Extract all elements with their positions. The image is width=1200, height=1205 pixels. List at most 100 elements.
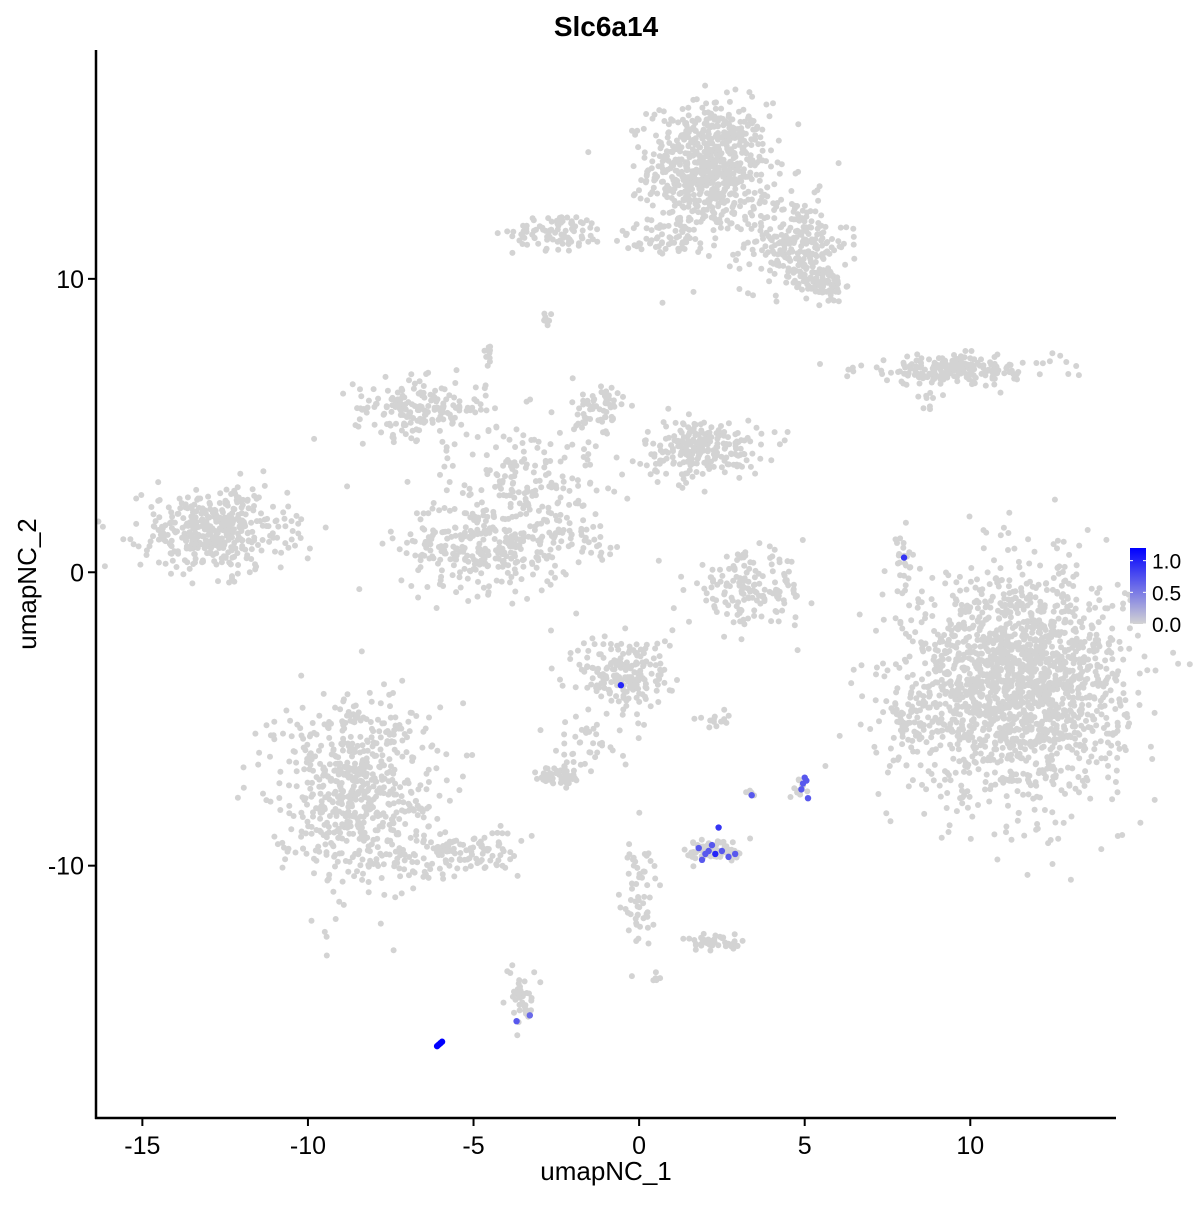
cell-point [573, 214, 580, 221]
cell-point [620, 393, 626, 400]
cell-point [685, 134, 692, 141]
cell-point [1023, 618, 1030, 625]
cell-point [831, 247, 838, 254]
cell-point [449, 462, 456, 469]
cell-point [706, 202, 713, 209]
cell-point [1186, 661, 1193, 668]
cell-point [1112, 779, 1119, 785]
cell-point [643, 462, 650, 469]
cell-point [723, 89, 730, 96]
cell-point [745, 595, 752, 602]
cell-point [873, 627, 879, 634]
cell-point [1106, 750, 1113, 757]
cell-point [1014, 788, 1021, 795]
cell-point [465, 598, 472, 604]
cell-point [580, 517, 587, 524]
cell-point [609, 416, 616, 423]
cell-point [643, 235, 650, 242]
cell-point [714, 440, 721, 447]
cell-point [1019, 649, 1026, 656]
cell-point [585, 149, 592, 156]
cell-point [543, 245, 550, 252]
cell-point [1061, 563, 1068, 570]
cell-point [253, 495, 260, 502]
cell-point [953, 598, 960, 604]
cell-point [988, 751, 995, 758]
cell-point [717, 224, 724, 231]
cell-point [771, 546, 778, 553]
cell-point [426, 555, 433, 562]
cell-point [650, 151, 657, 158]
cell-point [708, 147, 715, 154]
cell-point [1081, 782, 1088, 789]
cell-point [896, 559, 903, 566]
cell-point [897, 620, 904, 627]
cell-point [1064, 603, 1071, 610]
cell-point [763, 230, 770, 237]
cell-point [892, 700, 899, 707]
cell-point [695, 209, 702, 216]
cell-point [987, 630, 994, 637]
cell-point [758, 613, 765, 620]
cell-point [737, 174, 744, 181]
cell-point [234, 536, 241, 543]
cell-point [198, 517, 205, 524]
cell-point [905, 719, 912, 726]
cell-point [552, 574, 558, 581]
cell-point [1009, 736, 1016, 742]
cell-point [766, 113, 773, 120]
cell-point [491, 536, 498, 542]
cell-point [777, 224, 784, 231]
cell-point [1116, 699, 1123, 706]
cell-point [740, 244, 747, 251]
cell-point [576, 240, 582, 247]
cell-point [637, 195, 644, 202]
cell-point [1073, 741, 1080, 748]
cell-point [791, 237, 798, 244]
cell-point [654, 479, 661, 485]
cell-point [474, 434, 481, 440]
cell-point [416, 404, 423, 411]
cell-point [711, 99, 718, 106]
cell-point [1035, 581, 1042, 588]
cell-point [375, 395, 382, 402]
cell-point [726, 263, 733, 270]
cell-point [917, 762, 924, 769]
cell-point [909, 737, 916, 744]
cell-point [747, 169, 754, 176]
cell-point [176, 495, 183, 502]
cell-point [1003, 829, 1009, 836]
cell-point [1026, 660, 1033, 667]
cell-point [1055, 835, 1062, 842]
cell-point [484, 362, 491, 369]
cell-point [189, 580, 196, 587]
cell-point [900, 540, 907, 546]
cell-point [724, 611, 730, 617]
cell-point [466, 485, 473, 492]
cell-point [1005, 583, 1012, 590]
cell-point [706, 463, 713, 470]
cell-point [905, 783, 912, 790]
cell-point [285, 544, 292, 551]
cell-point [500, 462, 507, 469]
cell-point [917, 364, 923, 371]
cell-point [155, 479, 162, 486]
cell-point [1056, 632, 1063, 639]
cell-point [737, 445, 744, 452]
cell-point [1006, 710, 1013, 717]
cell-point [934, 631, 941, 638]
cell-point [579, 424, 585, 431]
cell-point [741, 451, 748, 458]
cell-point [1102, 755, 1109, 762]
cell-point [557, 494, 564, 501]
cell-point [715, 181, 722, 188]
cell-point [611, 488, 618, 495]
cell-point [477, 401, 484, 408]
cell-point [591, 641, 598, 648]
cell-point [1097, 703, 1104, 710]
cell-point [967, 709, 973, 716]
cell-point [237, 470, 244, 477]
cell-point [731, 199, 738, 206]
cell-point [694, 456, 701, 462]
cell-point [509, 466, 516, 472]
